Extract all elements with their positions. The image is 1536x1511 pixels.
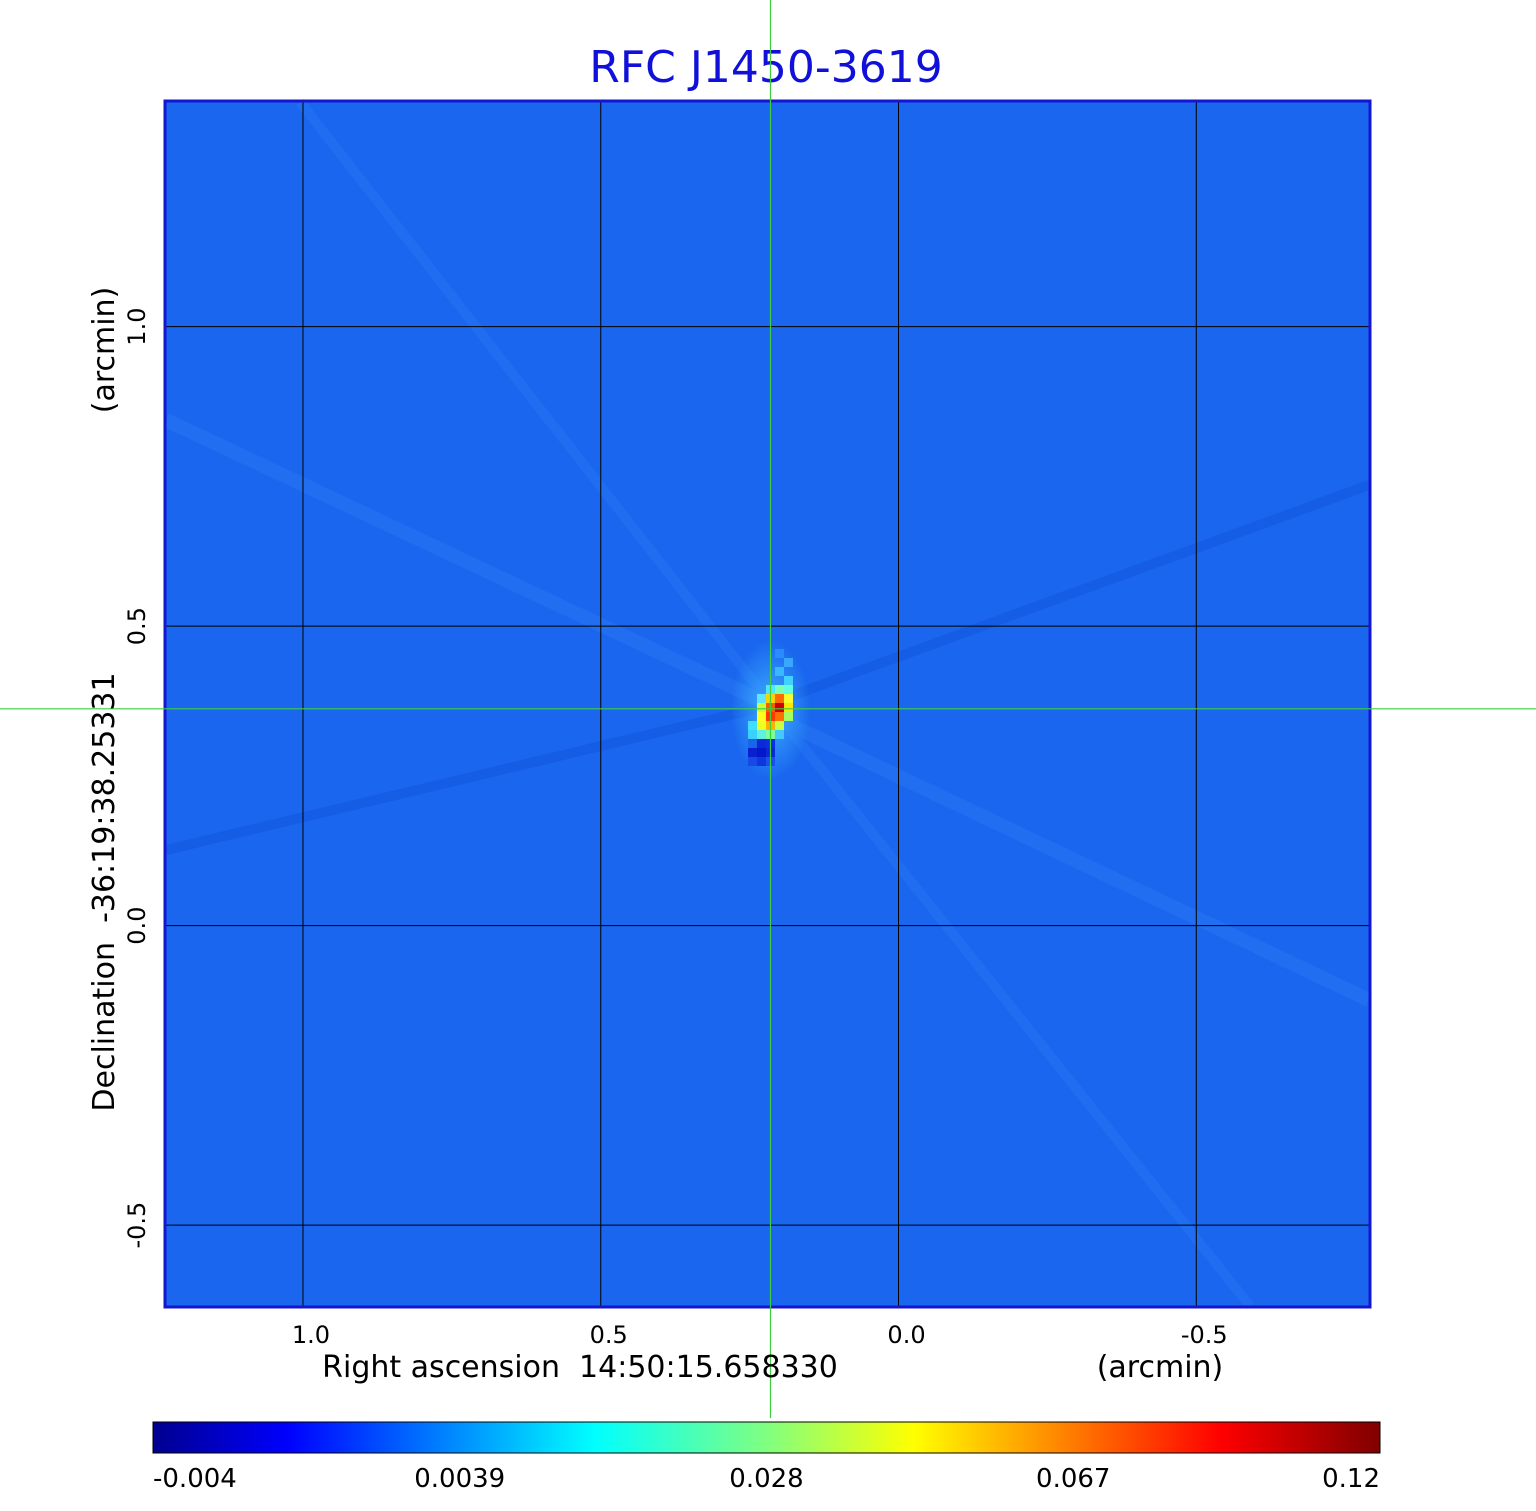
source-pixel xyxy=(783,657,793,667)
y-tick-label: 1.0 xyxy=(123,308,151,346)
source-pixel xyxy=(783,684,793,694)
y-tick-label: -0.5 xyxy=(123,1202,151,1249)
source-pixel xyxy=(774,720,784,730)
y-tick-label: 0.0 xyxy=(123,907,151,945)
source-pixel xyxy=(774,648,784,658)
streak xyxy=(296,98,764,694)
x-tick-label: 0.5 xyxy=(590,1321,628,1349)
colorbar-gradient xyxy=(153,1422,1380,1453)
map-image xyxy=(163,98,1373,1310)
map-frame xyxy=(163,99,1372,1309)
source-pixel xyxy=(783,675,793,685)
colorbar-tick-label: 0.067 xyxy=(1036,1464,1110,1494)
source-pixel xyxy=(756,702,766,712)
streak xyxy=(778,480,1371,705)
coordinate-grid xyxy=(166,102,1369,1306)
colorbar-tick-label: 0.0039 xyxy=(414,1464,505,1494)
x-tick-label: 1.0 xyxy=(292,1321,330,1349)
source-pixel xyxy=(756,711,766,721)
source-pixel xyxy=(747,756,757,766)
y-axis-unit: (arcmin) xyxy=(87,287,122,414)
source-pixel xyxy=(783,711,793,721)
source-pixel xyxy=(774,729,784,739)
streak xyxy=(786,726,1254,1310)
source-pixel xyxy=(774,702,784,712)
source-pixel xyxy=(774,684,784,694)
colorbar-tick-label: -0.004 xyxy=(153,1464,237,1494)
source-pixel xyxy=(774,711,784,721)
x-axis-label: Right ascension 14:50:15.658330 xyxy=(322,1350,838,1385)
colorbar-border xyxy=(152,1421,1381,1454)
y-tick-label: 0.5 xyxy=(123,607,151,645)
source-pixel xyxy=(756,747,766,757)
streak xyxy=(164,703,762,855)
streak xyxy=(776,713,1373,1007)
x-tick-labels: 1.0 0.5 0.0 -0.5 xyxy=(292,1321,1228,1349)
source-pixel xyxy=(783,702,793,712)
source-pixel xyxy=(756,720,766,730)
source-pixel xyxy=(756,729,766,739)
colorbar: -0.004 0.0039 0.028 0.067 0.12 xyxy=(152,1421,1381,1494)
sidelobe-streaks xyxy=(163,98,1373,1310)
y-tick-labels: 1.0 0.5 0.0 -0.5 xyxy=(123,308,151,1249)
source-pixel xyxy=(783,693,793,703)
source-pixel xyxy=(756,738,766,748)
chart-title: RFC J1450-3619 xyxy=(589,42,942,93)
source-pixel xyxy=(747,729,757,739)
source-pixel xyxy=(756,756,766,766)
source-pixel xyxy=(774,693,784,703)
x-tick-label: 0.0 xyxy=(887,1321,925,1349)
x-tick-label: -0.5 xyxy=(1181,1321,1228,1349)
source-pixel xyxy=(747,738,757,748)
source-pixel xyxy=(774,666,784,676)
source-pixel xyxy=(747,747,757,757)
colorbar-tick-label: 0.028 xyxy=(729,1464,803,1494)
x-axis-unit: (arcmin) xyxy=(1097,1350,1224,1385)
colorbar-tick-label: 0.12 xyxy=(1322,1464,1380,1494)
streak xyxy=(163,413,763,707)
source-pixel xyxy=(747,720,757,730)
source-pixel xyxy=(756,693,766,703)
colorbar-tick-labels: -0.004 0.0039 0.028 0.067 0.12 xyxy=(153,1464,1380,1494)
y-axis-label: Declination -36:19:38.25331 xyxy=(87,672,122,1111)
crosshair xyxy=(0,0,1536,1418)
